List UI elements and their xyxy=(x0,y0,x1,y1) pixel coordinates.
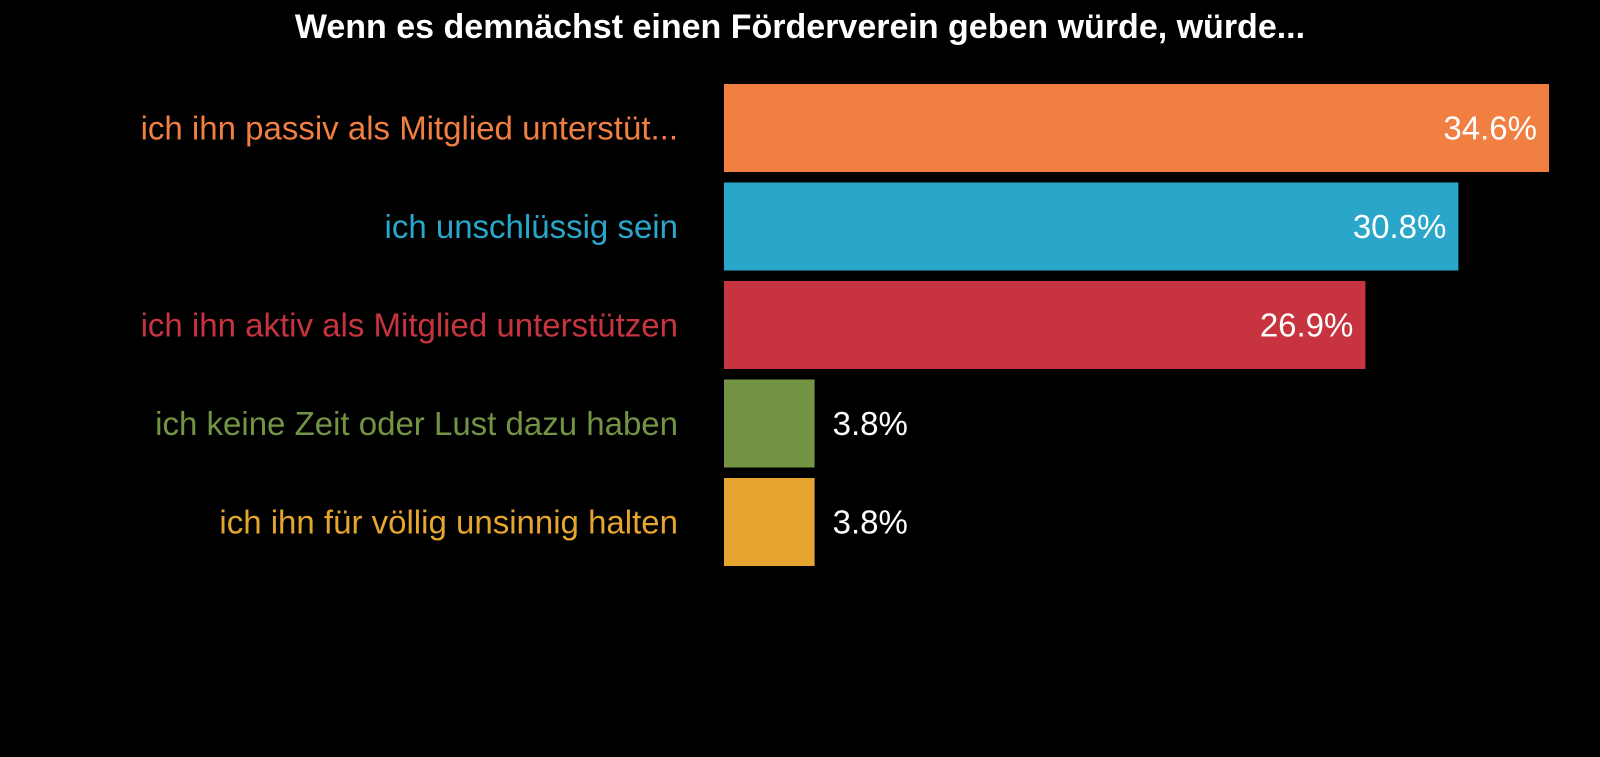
category-label-3: ich ihn aktiv als Mitglied unterstützen xyxy=(141,307,678,344)
category-label-5: ich ihn für völlig unsinnig halten xyxy=(219,504,678,541)
value-label-4: 3.8% xyxy=(833,405,908,442)
category-labels-layer: ich ihn passiv als Mitglied unterstüt...… xyxy=(141,110,678,541)
category-label-1: ich ihn passiv als Mitglied unterstüt... xyxy=(141,110,678,147)
value-labels-layer: 34.6% 30.8% 26.9% 3.8% 3.8% xyxy=(833,110,1537,541)
value-label-3: 26.9% xyxy=(1260,307,1354,344)
bars-layer xyxy=(724,84,1549,566)
value-label-2: 30.8% xyxy=(1353,208,1447,245)
value-label-5: 3.8% xyxy=(833,504,908,541)
bar-2 xyxy=(724,182,1459,271)
bar-3 xyxy=(724,281,1366,369)
category-label-4: ich keine Zeit oder Lust dazu haben xyxy=(155,405,678,442)
value-label-1: 34.6% xyxy=(1443,110,1537,147)
chart-title: Wenn es demnächst einen Förderverein geb… xyxy=(294,8,1306,46)
bar-1 xyxy=(724,84,1549,172)
bar-5 xyxy=(724,478,815,566)
bar-4 xyxy=(724,379,815,468)
category-label-2: ich unschlüssig sein xyxy=(385,208,679,245)
